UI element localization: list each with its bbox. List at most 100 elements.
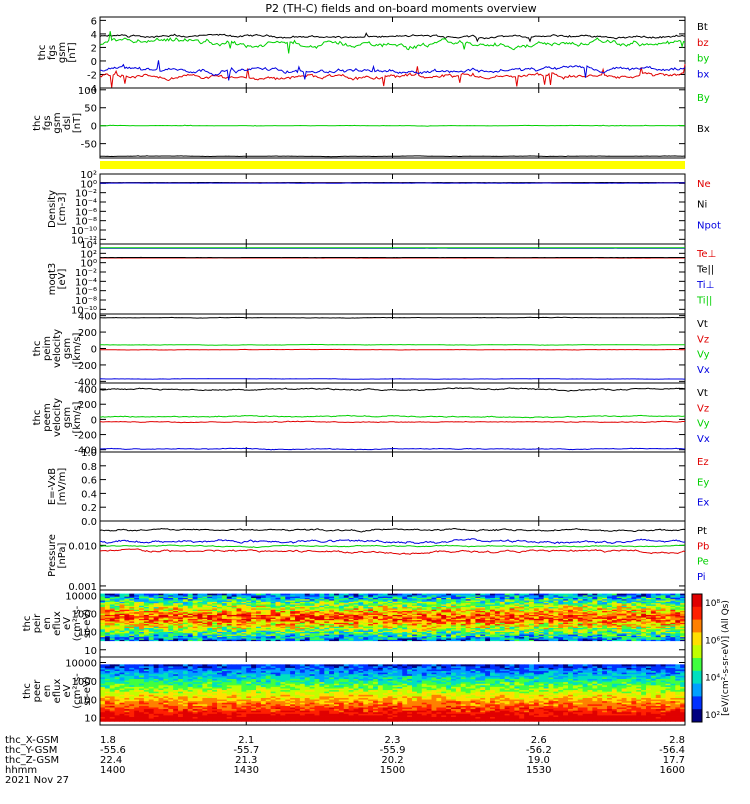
spectrogram-cell — [490, 594, 495, 596]
spectrogram-cell — [363, 594, 368, 596]
y-axis-label: [cm-3] — [57, 192, 68, 225]
legend-entry: Ez — [697, 457, 709, 468]
spectrogram-cell — [544, 594, 549, 596]
legend-entry: Npot — [697, 220, 721, 231]
legend-entry: Te⊥ — [696, 249, 716, 260]
spectrogram-cell — [129, 594, 134, 596]
spectrogram-cell — [144, 594, 149, 596]
spectrogram-cell — [529, 594, 534, 596]
spectrogram-cell — [510, 594, 515, 596]
spectrogram-cell — [315, 594, 320, 596]
spectrogram-cell — [622, 594, 627, 596]
series-line-8-3 — [100, 545, 685, 548]
spectrogram-cell — [334, 594, 339, 596]
y-tick-label: 1.0 — [81, 448, 97, 459]
legend-entry: Vt — [697, 388, 708, 399]
spectrogram-cell — [124, 594, 129, 596]
spectrogram-cell — [183, 594, 188, 596]
spectrogram-cell — [500, 594, 505, 596]
spectrogram-cell — [388, 594, 393, 596]
spectrogram-cell — [656, 594, 661, 596]
spectrogram-cell — [232, 594, 237, 596]
spectrogram-cell — [427, 594, 432, 596]
legend-entry: Te|| — [696, 265, 714, 276]
spectrogram-cell — [339, 594, 344, 596]
spectrogram-cell — [212, 594, 217, 596]
y-tick-label: 10000 — [65, 591, 97, 602]
spectrogram-cell — [241, 594, 246, 596]
spectrogram-cell — [485, 594, 490, 596]
y-tick-label: 0 — [91, 57, 97, 68]
panel-4: 10⁴10²10⁰10⁻²10⁻⁴10⁻⁶10⁻⁸10⁻¹⁰moqt3[eV]T… — [47, 240, 716, 316]
y-tick-label: -2 — [87, 70, 97, 81]
y-tick-label: 400 — [78, 312, 97, 323]
spectrogram-cell — [271, 594, 276, 596]
series-line-8-1 — [100, 529, 685, 533]
spectrogram-cell — [344, 594, 349, 596]
y-axis-label: sr-eV) — [82, 676, 93, 705]
series-line-2-2 — [100, 156, 685, 157]
spectrogram-cell — [549, 594, 554, 596]
spectrogram-cell — [115, 594, 120, 596]
spectrogram-cell — [173, 594, 178, 596]
legend-entry: Ti⊥ — [696, 280, 714, 291]
y-tick-label: 10000 — [65, 659, 97, 670]
spectrogram-cell — [305, 594, 310, 596]
panel-frame — [100, 383, 685, 452]
series-line-1-3 — [100, 31, 685, 53]
spectrogram-cell — [534, 594, 539, 596]
spectrogram-cell — [378, 594, 383, 596]
spectrogram-cell — [651, 594, 656, 596]
spectrogram-cell — [227, 594, 232, 596]
y-tick-label: 0 — [91, 345, 97, 356]
spectrogram-cell — [661, 594, 666, 596]
legend-entry: Vz — [697, 403, 709, 414]
spectrogram-cell — [393, 594, 398, 596]
series-line-8-4 — [100, 539, 685, 544]
spectrogram-cell — [612, 594, 617, 596]
spectrogram-cell — [631, 594, 636, 596]
legend-entry: Ex — [697, 498, 709, 509]
legend-entry: Pi — [697, 572, 706, 583]
spectrogram-cell — [188, 594, 193, 596]
spectrogram-cell — [397, 594, 402, 596]
y-tick-label: 0.8 — [81, 462, 97, 473]
spectrogram-cell — [422, 594, 427, 596]
series-line-6-2 — [100, 421, 685, 422]
spectrogram-cell — [597, 594, 602, 596]
y-tick-label: 0.010 — [68, 541, 97, 552]
legend-entry: bx — [697, 69, 709, 80]
spectrogram-cell — [207, 594, 212, 596]
spectrogram-cell — [295, 594, 300, 596]
spectrogram-cell — [251, 594, 256, 596]
legend-entry: Vx — [697, 365, 710, 376]
legend-entry: Bx — [697, 124, 710, 135]
spectrogram-cell — [290, 594, 295, 596]
spectrogram-cell — [495, 594, 500, 596]
spectrogram-cell — [402, 594, 407, 596]
spectrogram-cell — [514, 594, 519, 596]
y-tick-label: 0.6 — [81, 476, 97, 487]
spectrogram-cell — [563, 594, 568, 596]
spectrogram-cell — [237, 594, 242, 596]
y-tick-label: -50 — [81, 140, 97, 151]
spectrogram-cell — [193, 594, 198, 596]
spectrogram-cell — [446, 594, 451, 596]
y-axis-label: [nT] — [72, 113, 83, 133]
panel-frame — [100, 452, 685, 521]
spectrogram-cell — [329, 594, 334, 596]
panel-frame — [100, 244, 685, 314]
y-tick-label: 0 — [91, 122, 97, 133]
spectrogram-cell — [480, 594, 485, 596]
legend-entry: Pe — [697, 557, 709, 568]
series-line-2-1 — [100, 125, 685, 126]
spectrogram-cell — [441, 594, 446, 596]
spectrogram-cell — [573, 594, 578, 596]
spectrogram-cell — [319, 594, 324, 596]
spectrogram-cell — [256, 594, 261, 596]
